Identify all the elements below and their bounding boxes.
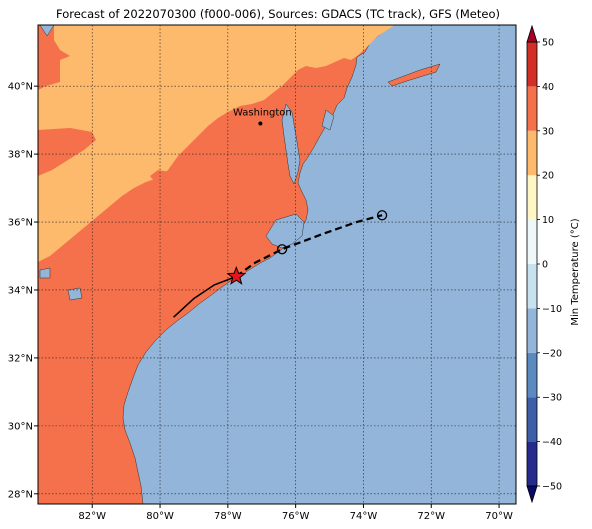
delaware-bay bbox=[321, 109, 335, 131]
colorbar-tick-label: 40 bbox=[542, 82, 554, 93]
lat-tick-label: 28°N bbox=[8, 489, 33, 500]
land-temp-band-20-30-inland bbox=[38, 128, 96, 176]
colorbar-tick-label: 50 bbox=[542, 38, 554, 49]
lon-tick-label: 70°W bbox=[485, 511, 513, 522]
colorbar-extend-max bbox=[526, 24, 538, 43]
colorbar-tick-label: −30 bbox=[542, 393, 562, 404]
lon-tick-label: 80°W bbox=[146, 511, 174, 522]
lon-tick-label: 74°W bbox=[350, 511, 378, 522]
observed-track-line bbox=[173, 275, 237, 318]
land-temp-band-20-30-ridge bbox=[150, 170, 176, 186]
lon-tick-label: 78°W bbox=[214, 511, 242, 522]
chesapeake-bay bbox=[281, 103, 301, 185]
lat-tick-label: 36°N bbox=[8, 218, 33, 229]
colorbar-band bbox=[527, 219, 537, 264]
colorbar-band bbox=[527, 42, 537, 87]
colorbar-band bbox=[527, 352, 537, 398]
forecast-position-marker bbox=[276, 244, 288, 255]
colorbar-band bbox=[527, 441, 537, 486]
lat-tick-label: 30°N bbox=[8, 421, 33, 432]
land-temp-band-10-20 bbox=[38, 25, 395, 262]
figure-title: Forecast of 2022070300 (f000-006), Sourc… bbox=[56, 7, 500, 21]
colorbar-band bbox=[527, 86, 537, 131]
lat-tick-label: 38°N bbox=[8, 150, 33, 161]
colorbar-tick-label: 10 bbox=[542, 215, 554, 226]
colorbar-band bbox=[527, 264, 537, 309]
colorbar-extend-min bbox=[526, 485, 538, 504]
lon-tick-label: 72°W bbox=[417, 511, 445, 522]
current-position-star-icon bbox=[226, 265, 247, 285]
colorbar-band bbox=[527, 397, 537, 442]
lon-tick-label: 82°W bbox=[78, 511, 106, 522]
colorbar-tick-label: −50 bbox=[542, 482, 562, 493]
colorbar bbox=[526, 24, 538, 504]
colorbar-label: Min Temperature (°C) bbox=[570, 218, 581, 325]
colorbar-tick-label: −10 bbox=[542, 304, 562, 315]
colorbar-tick-label: 20 bbox=[542, 171, 554, 182]
colorbar-tick-label: −40 bbox=[542, 437, 562, 448]
lat-tick-label: 32°N bbox=[8, 353, 33, 364]
lake bbox=[39, 267, 51, 279]
colorbar-band bbox=[527, 130, 537, 176]
colorbar-tick-label: −20 bbox=[542, 348, 562, 359]
city-marker bbox=[258, 121, 263, 126]
colorbar-band bbox=[527, 175, 537, 220]
pamlico-sound bbox=[265, 213, 305, 249]
lon-tick-label: 76°W bbox=[282, 511, 310, 522]
map-panel: Washington bbox=[38, 25, 516, 504]
city-label: Washington bbox=[233, 108, 292, 119]
forecast-track-line bbox=[235, 214, 383, 278]
lat-tick-label: 40°N bbox=[8, 82, 33, 93]
map-frame bbox=[37, 24, 517, 505]
forecast-position-marker bbox=[376, 210, 388, 221]
lat-tick-label: 34°N bbox=[8, 285, 33, 296]
lake bbox=[67, 287, 83, 301]
colorbar-tick-label: 0 bbox=[542, 260, 548, 271]
colorbar-band bbox=[527, 308, 537, 353]
colorbar-tick-label: 30 bbox=[542, 126, 554, 137]
